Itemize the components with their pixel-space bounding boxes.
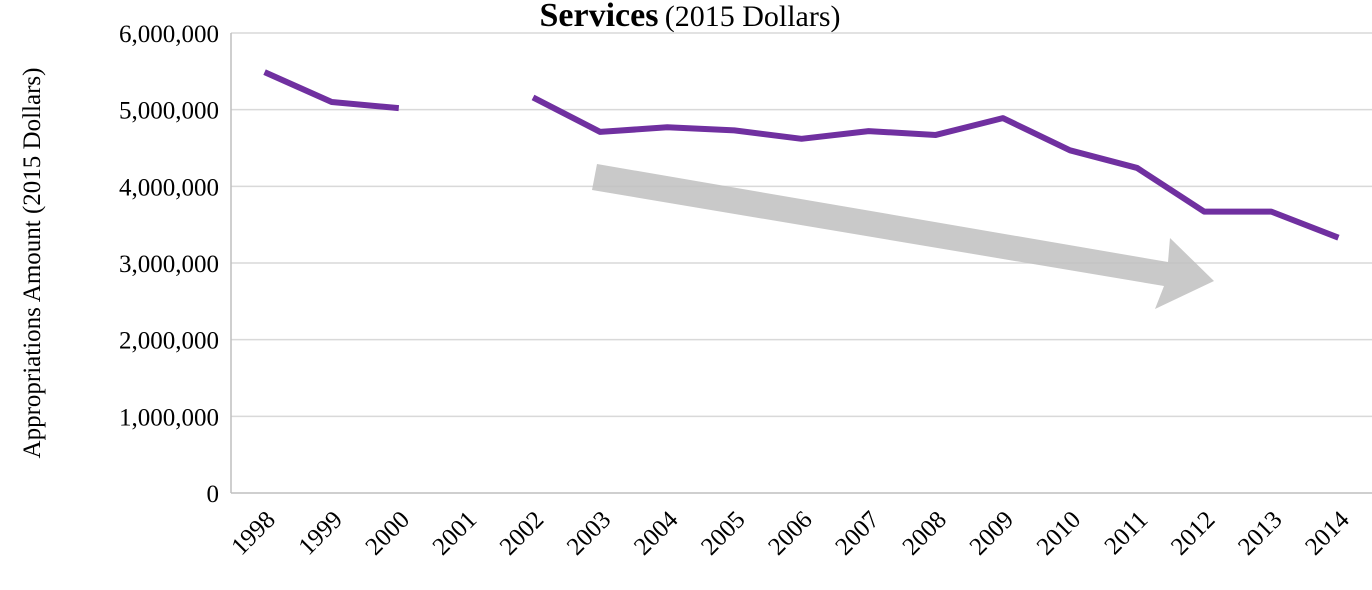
title-sub: (2015 Dollars) (665, 0, 841, 33)
y-tick-label: 0 (207, 481, 220, 508)
x-tick-label: 2004 (629, 506, 684, 561)
title-main: Services (540, 0, 659, 34)
x-tick-label: 1998 (226, 506, 280, 560)
trend-arrow (592, 164, 1214, 309)
x-tick-label: 2006 (763, 506, 817, 560)
x-tick-label: 2014 (1300, 506, 1355, 561)
x-tick-label: 2012 (1166, 506, 1220, 560)
x-tick-label: 2003 (562, 506, 616, 560)
y-tick-label: 4,000,000 (119, 174, 219, 201)
x-tick-label: 1999 (293, 506, 347, 560)
y-tick-label: 5,000,000 (119, 98, 219, 125)
x-tick-label: 2007 (830, 506, 884, 560)
y-tick-label: 3,000,000 (119, 251, 219, 278)
y-tick-label: 6,000,000 (119, 21, 219, 48)
y-tick-label: 1,000,000 (119, 404, 219, 431)
data-line (263, 69, 1340, 241)
x-tick-label: 2002 (495, 506, 549, 560)
x-tick-label: 2008 (898, 506, 952, 560)
x-tick-label: 2010 (1032, 506, 1086, 560)
chart-title: Services (2015 Dollars) (540, 0, 841, 34)
y-tick-label: 2,000,000 (119, 328, 219, 355)
x-tick-label: 2005 (696, 506, 750, 560)
x-tick-label: 2009 (965, 506, 1019, 560)
x-tick-label: 2013 (1233, 506, 1287, 560)
x-tick-label: 2011 (1100, 506, 1154, 560)
x-tick-label: 2001 (428, 506, 482, 560)
x-tick-label: 2000 (361, 506, 415, 560)
y-axis-label: Appropriations Amount (2015 Dollars) (19, 68, 46, 459)
